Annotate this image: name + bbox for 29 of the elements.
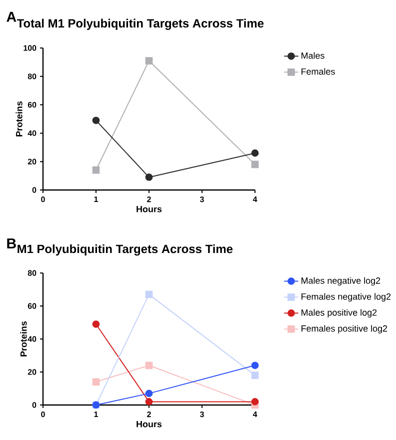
point	[251, 362, 259, 370]
point	[145, 398, 153, 406]
chart-title: M1 Polyubiquitin Targets Across Time	[18, 244, 233, 256]
point	[92, 320, 100, 328]
point	[251, 149, 259, 157]
y-axis-title: Proteins	[20, 321, 27, 356]
point	[145, 290, 153, 298]
text: B	[7, 238, 16, 248]
x-axis-title: Hours	[136, 421, 162, 428]
point	[92, 166, 100, 174]
legend-label: Males negative log2	[302, 277, 380, 286]
point	[145, 174, 153, 181]
point	[251, 372, 259, 379]
chart-title: Total M1 Polyubiquitin Targets Across Time	[16, 18, 264, 30]
point	[145, 390, 153, 398]
point	[145, 362, 153, 370]
legend-label: Females positive log2	[302, 325, 388, 334]
y-axis-title: Proteins	[16, 101, 22, 136]
legend-label: Males	[302, 52, 324, 59]
point	[251, 160, 259, 168]
legend-label: Females negative log2	[302, 293, 391, 302]
x-axis-title: Hours	[136, 206, 162, 212]
legend-label: Males positive log2	[302, 309, 377, 318]
point	[92, 378, 100, 386]
point	[251, 398, 259, 406]
point	[92, 116, 100, 124]
text: A	[6, 12, 16, 22]
point	[145, 57, 153, 64]
legend-label: Females	[302, 68, 335, 75]
